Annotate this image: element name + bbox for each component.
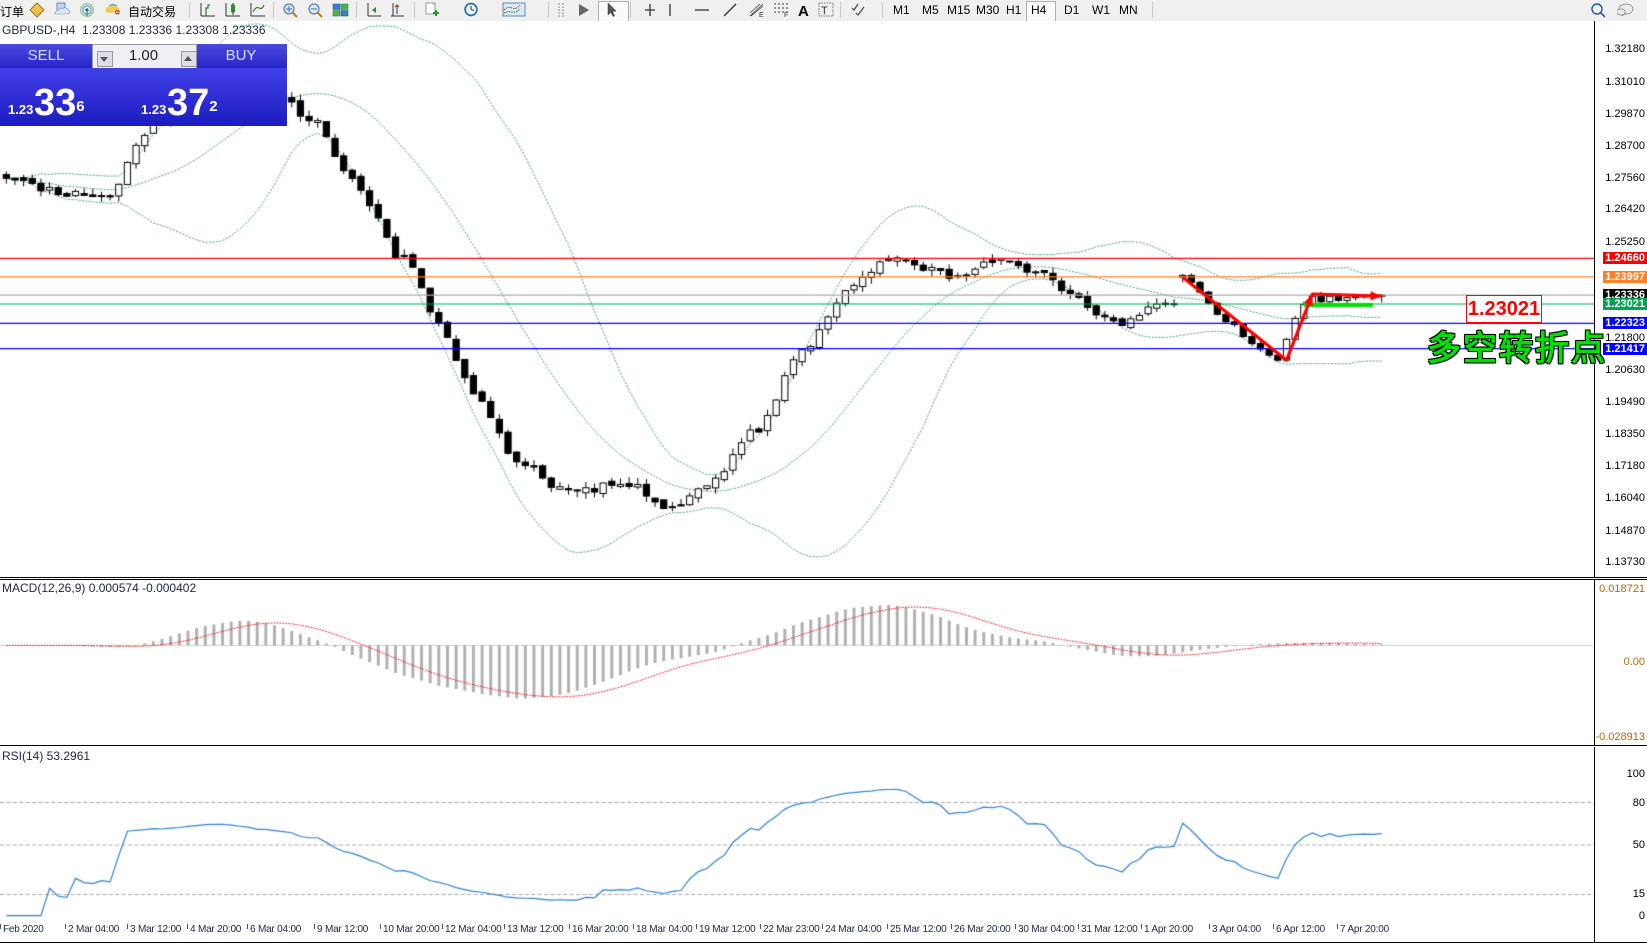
svg-text:F: F: [784, 12, 788, 18]
svg-text:E: E: [759, 12, 764, 18]
svg-text:T: T: [821, 5, 828, 17]
